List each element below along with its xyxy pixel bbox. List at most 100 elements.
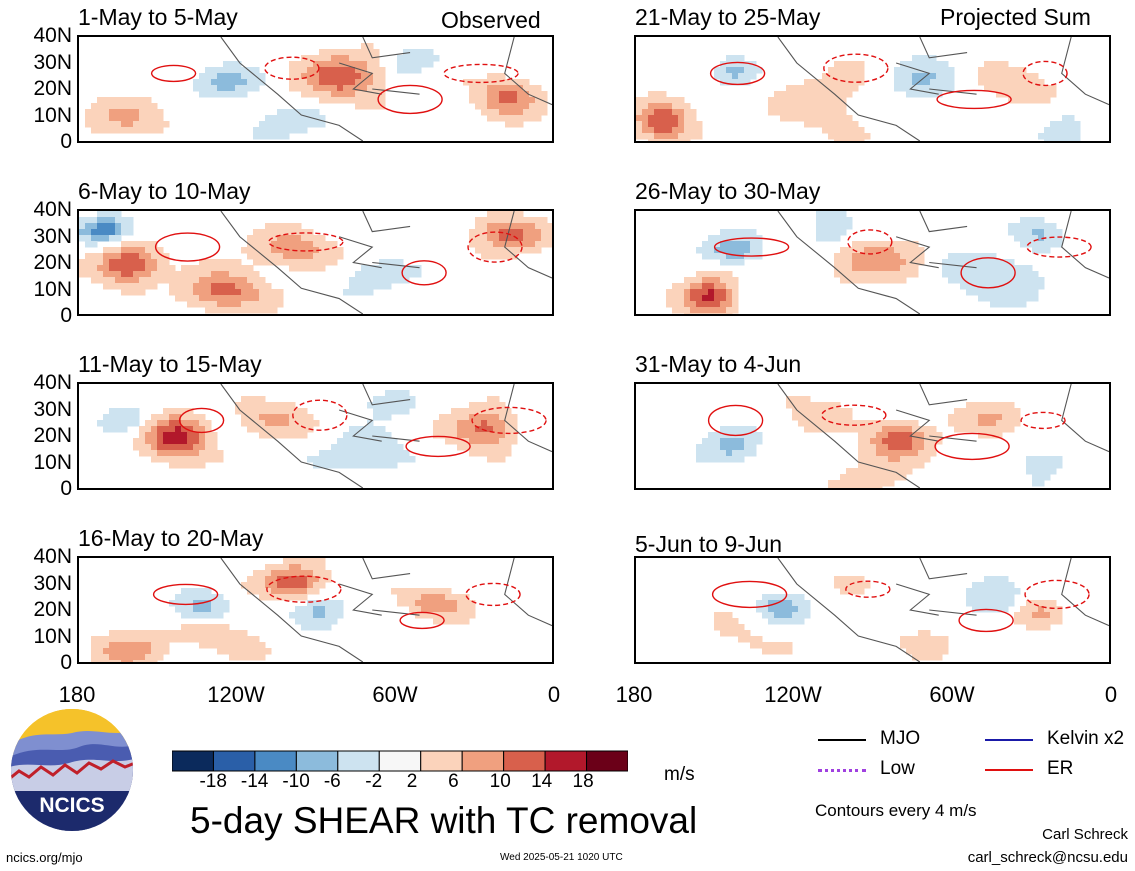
x-tick-label: 180	[58, 682, 96, 707]
author-label: Carl Schreck	[1042, 826, 1128, 843]
y-tick-label: 0	[60, 651, 72, 674]
legend-label: ER	[1047, 758, 1074, 779]
er-contour	[1026, 236, 1092, 258]
x-tick-label: 180	[615, 682, 653, 707]
colorbar-swatch	[544, 750, 588, 772]
y-tick-label: 0	[60, 130, 72, 153]
y-tick-label: 10N	[33, 103, 72, 127]
legend-label: Kelvin x2	[1047, 728, 1125, 749]
er-contour	[443, 63, 519, 84]
x-tick-label: 60W	[929, 682, 975, 707]
shear-map-panel	[634, 556, 1111, 664]
shear-map-panel	[634, 35, 1111, 143]
panel-title-2: 21-May to 25-May	[635, 4, 821, 30]
er-contour	[292, 399, 348, 431]
y-tick-label: 40N	[33, 545, 72, 568]
timestamp-label: Wed 2025-05-21 1020 UTC	[500, 852, 623, 863]
email-label: carl_schreck@ncsu.edu	[967, 849, 1128, 866]
units-label: m/s	[664, 764, 695, 785]
contour-note: Contours every 4 m/s	[815, 801, 977, 820]
panel-title-4: 26-May to 30-May	[635, 178, 821, 204]
panel-title-1: 1-May to 5-May	[78, 4, 238, 30]
colorbar-swatch	[378, 750, 422, 772]
colorbar-tick-label: -2	[365, 771, 383, 792]
panel-title-7: 16-May to 20-May	[78, 525, 264, 551]
er-contour	[266, 575, 342, 603]
colorbar-swatch	[212, 750, 256, 772]
observed-label: Observed	[441, 7, 541, 33]
colorbar-swatch	[586, 750, 628, 772]
er-contour	[821, 404, 887, 426]
shear-map-panel	[77, 556, 554, 664]
panel-title-5: 11-May to 15-May	[78, 351, 262, 377]
x-tick-label: 120W	[207, 682, 265, 707]
coastline	[777, 558, 1109, 662]
coastline	[777, 211, 1109, 314]
y-tick-label: 30N	[33, 397, 72, 421]
x-tick-label: 120W	[764, 682, 822, 707]
y-tick-label: 10N	[33, 624, 72, 648]
colorbar-tick-label: -18	[199, 771, 227, 792]
panel-title-6: 31-May to 4-Jun	[635, 351, 802, 377]
er-contour	[399, 611, 445, 630]
y-tick-label: 10N	[33, 277, 72, 301]
er-contour	[936, 89, 1012, 110]
er-contour	[934, 432, 1010, 461]
colorbar-tick-label: -10	[282, 771, 310, 792]
er-contour	[958, 608, 1014, 633]
shear-map-panel	[634, 382, 1111, 490]
y-tick-label: 20N	[33, 598, 72, 621]
y-tick-label: 20N	[33, 77, 72, 100]
coastline	[220, 37, 552, 141]
shear-map-panel	[77, 209, 554, 316]
y-tick-label: 0	[60, 304, 72, 327]
er-contour	[154, 232, 221, 262]
legend-line-kelvin-x2	[985, 739, 1033, 741]
colorbar-tick-label: 2	[406, 771, 418, 792]
y-tick-label: 30N	[33, 50, 72, 74]
y-tick-label: 20N	[33, 251, 72, 274]
er-contour	[405, 435, 471, 458]
panel-title-8: 5-Jun to 9-Jun	[635, 531, 783, 557]
y-tick-label: 30N	[33, 571, 72, 595]
er-contour	[152, 583, 219, 606]
colorbar-tick-label: 10	[489, 771, 511, 792]
coastline	[777, 384, 1109, 488]
x-tick-label: 0	[1104, 682, 1118, 707]
y-tick-label: 40N	[33, 24, 72, 47]
er-contour	[711, 580, 788, 609]
x-tick-label: 60W	[372, 682, 418, 707]
colorbar-tick-label: 6	[448, 771, 459, 792]
legend-label: Low	[880, 758, 915, 779]
colorbar-tick-label: 14	[531, 771, 553, 792]
er-contour	[150, 64, 197, 83]
er-contour	[264, 56, 320, 80]
logo-text: NCICS	[39, 794, 104, 817]
y-tick-label: 40N	[33, 371, 72, 394]
colorbar-swatch	[420, 750, 463, 772]
er-contour	[377, 84, 443, 115]
shear-map-panel	[634, 209, 1111, 316]
legend-line-er	[985, 769, 1033, 771]
colorbar	[172, 750, 628, 772]
coastline	[220, 384, 552, 488]
panel-title-3: 6-May to 10-May	[78, 178, 251, 204]
y-tick-label: 0	[60, 477, 72, 500]
er-contour	[847, 229, 893, 255]
x-tick-label: 0	[547, 682, 561, 707]
legend-line-low	[818, 769, 866, 772]
er-contour	[1020, 411, 1066, 430]
legend-line-mjo	[818, 739, 866, 741]
colorbar-swatch	[254, 750, 297, 772]
shear-map-panel	[77, 35, 554, 143]
colorbar-tick-label: 18	[572, 771, 594, 792]
colorbar-swatch	[295, 750, 339, 772]
y-tick-label: 30N	[33, 224, 72, 248]
coastline	[220, 211, 552, 314]
shear-map-panel	[77, 382, 554, 490]
er-contour	[713, 237, 790, 257]
colorbar-swatch	[172, 750, 214, 772]
y-tick-label: 20N	[33, 424, 72, 447]
er-contour	[1024, 579, 1090, 610]
coastline	[220, 558, 552, 662]
